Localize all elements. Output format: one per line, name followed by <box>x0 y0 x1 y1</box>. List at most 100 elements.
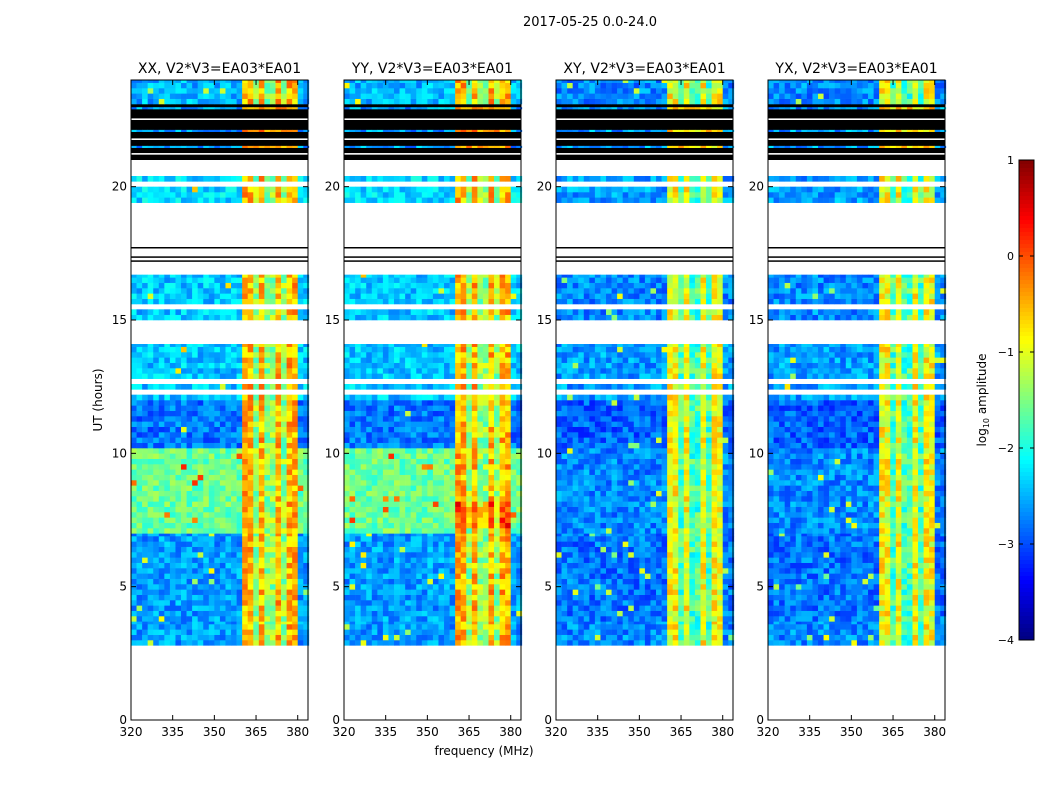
heatmap-cell <box>131 605 137 611</box>
heatmap-cell <box>344 192 350 198</box>
heatmap-cell <box>510 410 517 417</box>
heatmap-cell <box>405 448 411 454</box>
heatmap-cell <box>258 512 265 518</box>
heatmap-cell <box>466 405 473 411</box>
heatmap-cell <box>360 437 367 443</box>
heatmap-cell <box>281 129 287 132</box>
heatmap-cell <box>247 506 254 513</box>
heatmap-cell <box>175 129 182 132</box>
heatmap-cell <box>344 98 350 105</box>
heatmap-cell <box>281 616 287 622</box>
heatmap-cell <box>219 512 226 518</box>
heatmap-cell <box>460 506 467 513</box>
heatmap-cell <box>181 176 187 182</box>
heatmap-cell <box>192 432 198 438</box>
heatmap-cell <box>410 458 417 465</box>
heatmap-cell <box>303 426 310 433</box>
heatmap-cell <box>421 589 428 595</box>
heatmap-cell <box>410 640 417 646</box>
heatmap-cell <box>225 93 232 99</box>
heatmap-cell <box>219 568 226 574</box>
heatmap-cell <box>421 634 428 641</box>
heatmap-cell <box>136 480 143 486</box>
heatmap-cell <box>297 314 304 321</box>
heatmap-cell <box>197 362 204 369</box>
heatmap-cell <box>349 410 356 417</box>
heatmap-cell <box>242 600 249 606</box>
heatmap-cell <box>297 557 304 563</box>
heatmap-cell <box>158 469 165 475</box>
heatmap-cell <box>153 522 160 529</box>
heatmap-cell <box>186 394 193 401</box>
heatmap-cell <box>214 421 221 427</box>
heatmap-cell <box>264 485 271 491</box>
heatmap-cell <box>482 309 489 315</box>
heatmap-cell <box>247 288 254 294</box>
heatmap-cell <box>236 405 243 411</box>
heatmap-cell <box>371 533 378 537</box>
heatmap-cell <box>136 552 143 558</box>
heatmap-cell <box>438 93 445 99</box>
heatmap-cell <box>225 448 232 454</box>
heatmap-cell <box>460 546 467 553</box>
heatmap-cell <box>444 533 450 537</box>
heatmap-cell <box>197 616 204 622</box>
heatmap-cell <box>482 562 489 569</box>
heatmap-cell <box>275 373 282 379</box>
heatmap-cell <box>158 186 165 193</box>
heatmap-cell <box>208 274 215 278</box>
heatmap-cell <box>208 394 215 401</box>
heatmap-cell <box>214 600 221 606</box>
heatmap-cell <box>427 533 434 537</box>
heatmap-cell <box>269 344 276 347</box>
heatmap-cell <box>410 145 417 148</box>
heatmap-cell <box>421 282 428 289</box>
heatmap-cell <box>572 640 579 646</box>
heatmap-cell <box>281 344 287 347</box>
heatmap-cell <box>377 557 384 563</box>
heatmap-cell <box>477 277 484 283</box>
heatmap-cell <box>427 416 434 422</box>
heatmap-cell <box>242 400 249 406</box>
heatmap-cell <box>197 357 204 363</box>
heatmap-cell <box>471 88 478 94</box>
heatmap-cell <box>292 197 299 203</box>
heatmap-cell <box>494 362 500 369</box>
heatmap-cell <box>382 288 389 294</box>
heatmap-cell <box>275 469 282 475</box>
heatmap-cell <box>197 552 204 558</box>
heatmap-cell <box>471 469 478 475</box>
heatmap-cell <box>281 288 287 294</box>
heatmap-cell <box>449 546 456 553</box>
heatmap-cell <box>258 362 265 369</box>
heatmap-cell <box>247 352 254 358</box>
heatmap-cell <box>399 373 406 379</box>
heatmap-cell <box>410 464 417 470</box>
heatmap-cell <box>214 368 221 374</box>
heatmap-cell <box>405 93 411 99</box>
heatmap-cell <box>711 640 718 646</box>
colorbar-label: log10 amplitude <box>975 354 991 447</box>
heatmap-cell <box>499 426 506 433</box>
heatmap-cell <box>394 129 400 132</box>
heatmap-cell <box>388 621 395 625</box>
heatmap-cell <box>131 145 137 148</box>
heatmap-cell <box>488 80 495 83</box>
heatmap-cell <box>355 426 361 433</box>
heatmap-cell <box>488 496 495 502</box>
heatmap-cell <box>269 373 276 379</box>
heatmap-cell <box>247 634 254 641</box>
heatmap-cell <box>488 107 495 110</box>
heatmap-cell <box>236 82 243 89</box>
heatmap-cell <box>516 528 523 534</box>
heatmap-cell <box>427 98 434 105</box>
heatmap-cell <box>136 298 143 305</box>
heatmap-cell <box>482 605 489 611</box>
heatmap-cell <box>225 416 232 422</box>
heatmap-cell <box>460 552 467 558</box>
heatmap-cell <box>399 552 406 558</box>
heatmap-cell <box>399 448 406 454</box>
heatmap-cell <box>471 344 478 347</box>
heatmap-cell <box>355 600 361 606</box>
heatmap-cell <box>499 634 506 641</box>
